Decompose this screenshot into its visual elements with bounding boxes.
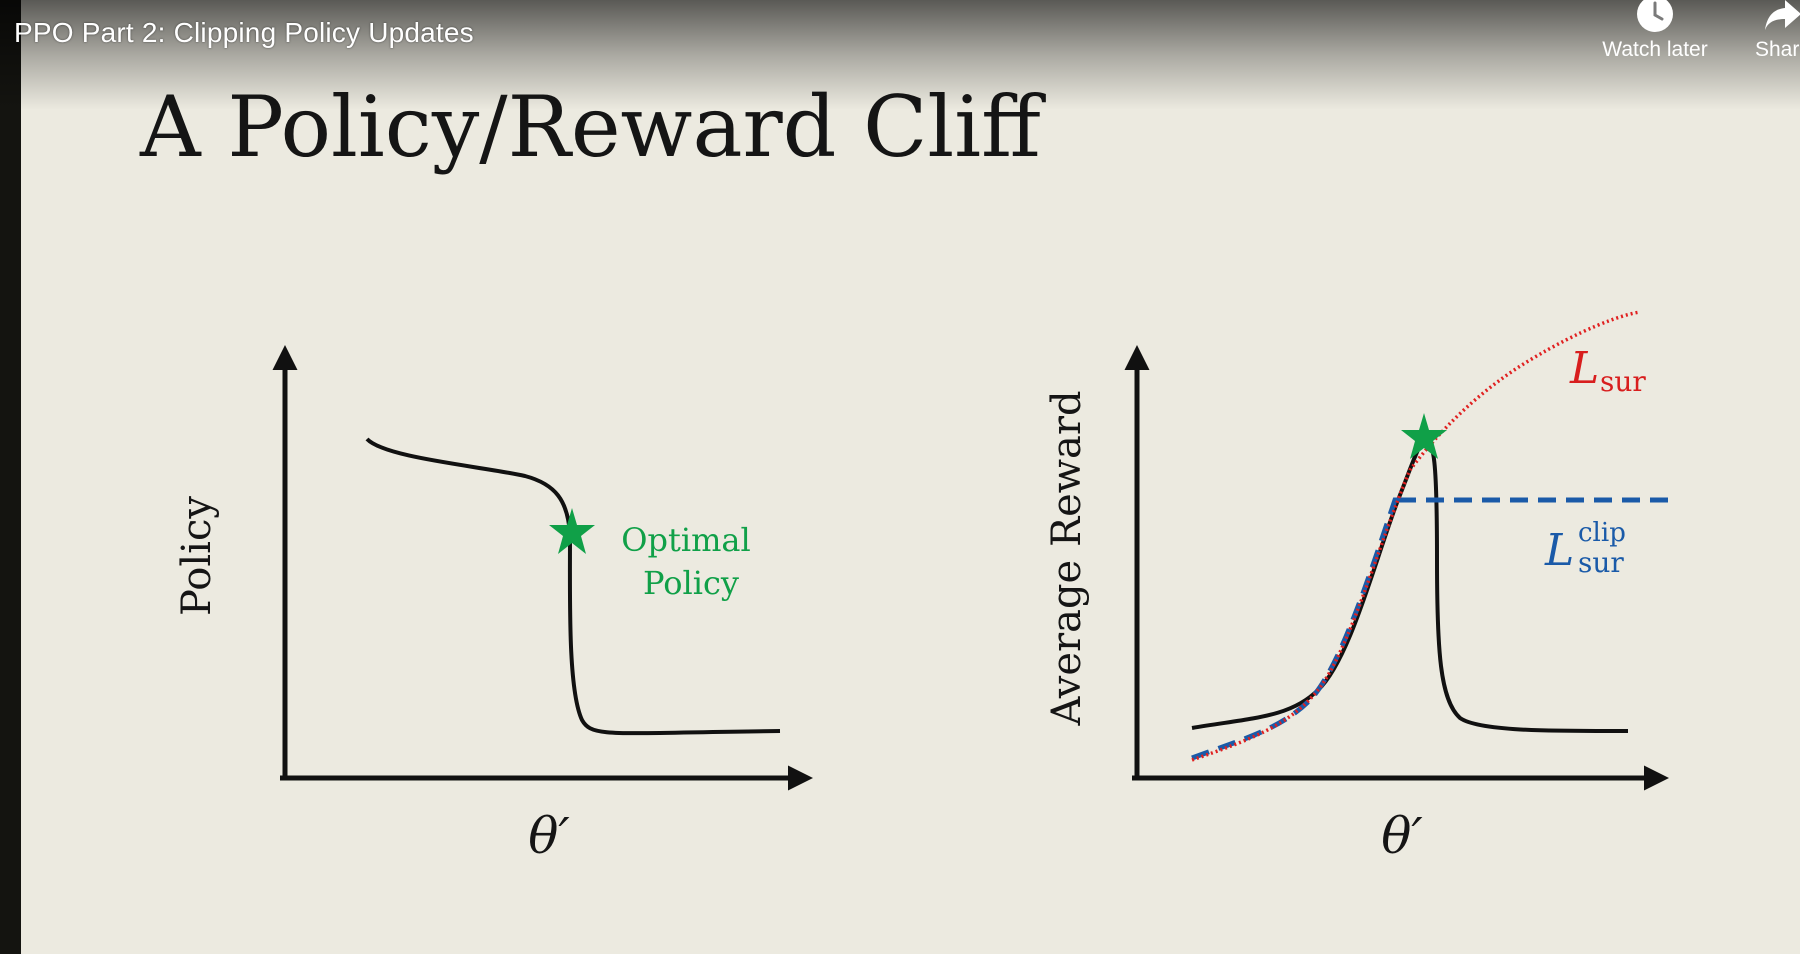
- l-sur-curve: [1191, 310, 1641, 762]
- reward-y-label: Average Reward: [1044, 390, 1090, 726]
- policy-y-label: Policy: [174, 496, 220, 616]
- slide-heading: A Policy/Reward Cliff: [139, 78, 1046, 176]
- l-sur-sub: sur: [1600, 365, 1646, 398]
- policy-annotation-line1: Optimal: [621, 521, 750, 559]
- share-arrow-icon: [1765, 0, 1800, 30]
- reward-curve: [1191, 437, 1629, 734]
- watch-later-button[interactable]: Watch later: [1590, 0, 1720, 62]
- l-clip-sup: clip: [1578, 518, 1626, 548]
- share-button[interactable]: Share: [1738, 0, 1800, 62]
- l-sur-label: L sur: [1569, 343, 1646, 398]
- l-clip-label: L clip sur: [1544, 518, 1631, 579]
- video-title[interactable]: PPO Part 2: Clipping Policy Updates: [14, 17, 474, 48]
- optimal-policy-star-icon: [549, 508, 595, 554]
- l-clip-sub: sur: [1578, 546, 1624, 579]
- reward-x-label: θ′: [1381, 807, 1423, 865]
- policy-plot: Optimal Policy Policy θ′: [174, 345, 813, 865]
- reward-plot: L sur L clip sur Average Reward θ′: [1044, 310, 1670, 865]
- clock-icon: [1637, 0, 1673, 32]
- watch-later-label: Watch later: [1602, 38, 1708, 61]
- policy-annotation-line2: Policy: [643, 564, 739, 602]
- video-left-edge: [0, 0, 21, 954]
- l-sur-main: L: [1569, 343, 1599, 394]
- l-clip-main: L: [1544, 525, 1574, 576]
- policy-curve: [365, 437, 781, 736]
- policy-x-label: θ′: [528, 807, 570, 865]
- share-label: Share: [1754, 38, 1800, 61]
- reward-peak-star-icon: [1401, 413, 1447, 459]
